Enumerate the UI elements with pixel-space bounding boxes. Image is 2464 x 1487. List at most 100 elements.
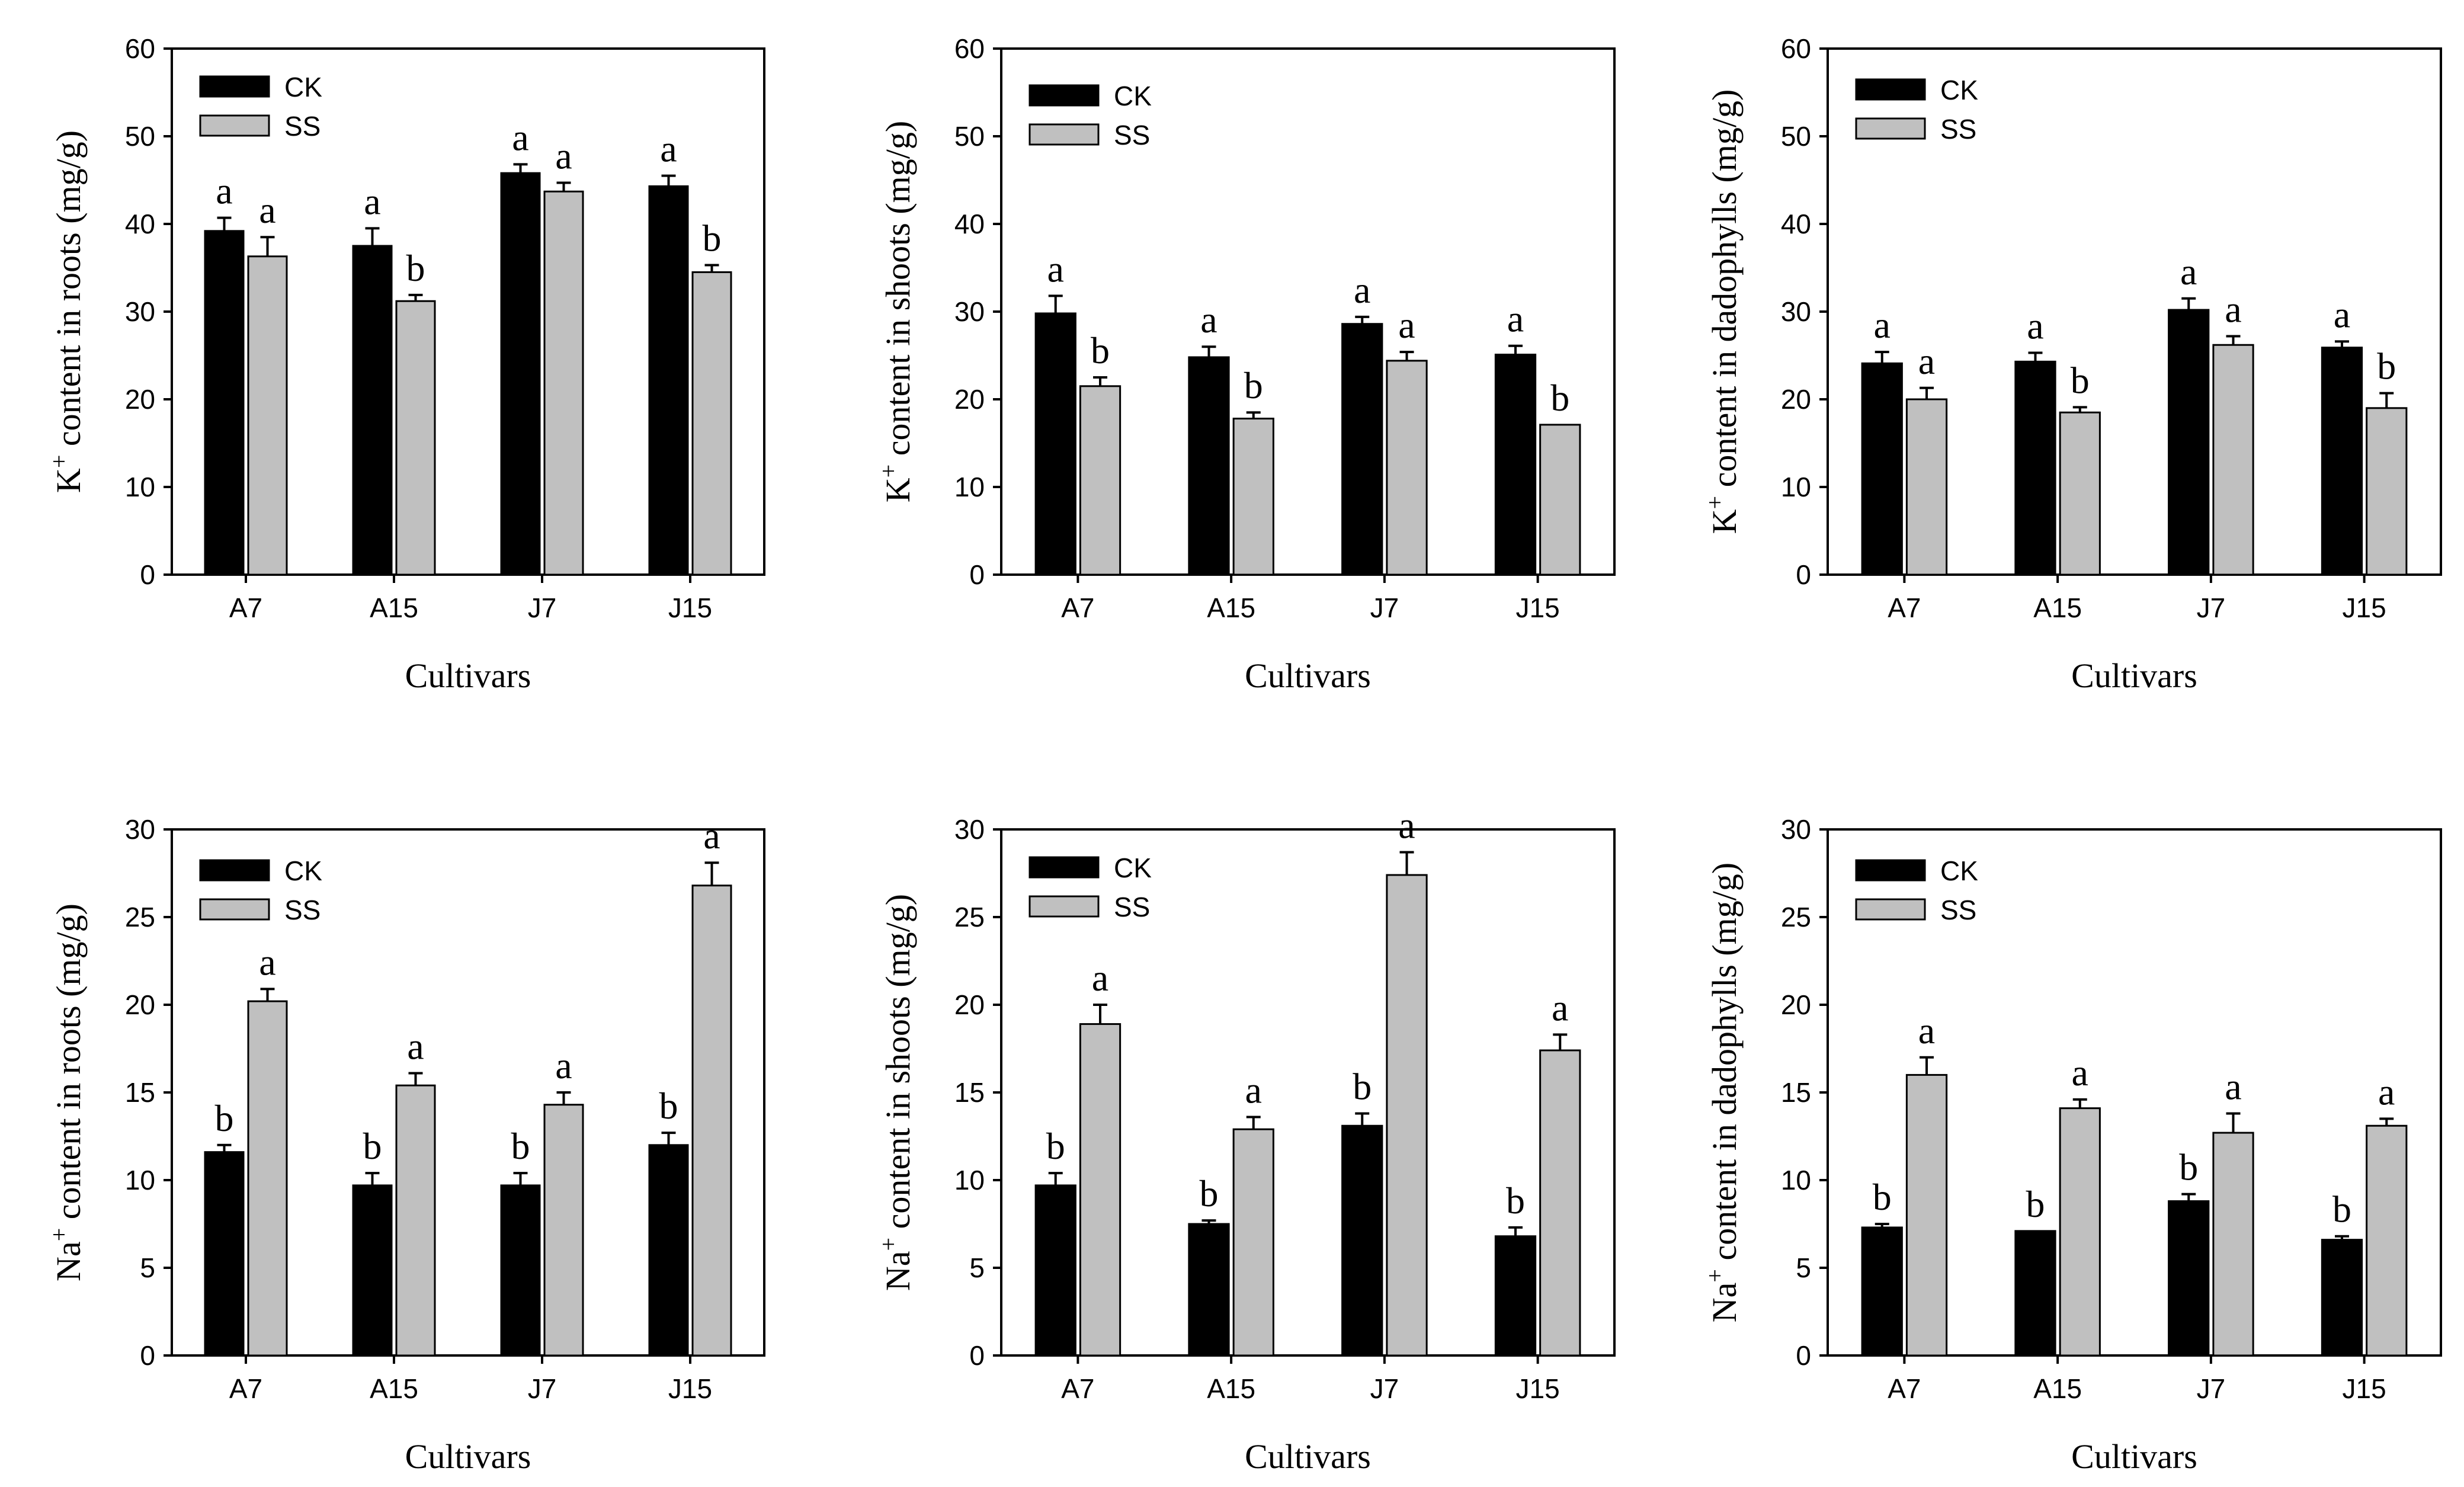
ck-bar bbox=[204, 1151, 245, 1357]
significance-letter: a bbox=[555, 1044, 572, 1087]
ss-bar bbox=[1905, 1073, 1948, 1357]
y-axis-title-rest: content in dadophylls (mg/g) bbox=[1705, 89, 1744, 496]
y-axis-title-ion: Na bbox=[1705, 1283, 1744, 1323]
x-tick-label: J7 bbox=[1370, 1373, 1399, 1404]
ss-bar bbox=[1232, 418, 1274, 576]
y-axis-title-charge: + bbox=[875, 1238, 902, 1251]
y-tick-label: 50 bbox=[125, 121, 155, 152]
legend-label-ss: SS bbox=[1940, 114, 1976, 145]
x-tick-label: A15 bbox=[1207, 1373, 1255, 1404]
ck-bar bbox=[2168, 1200, 2210, 1357]
significance-letter: a bbox=[2334, 293, 2350, 335]
y-tick-label: 20 bbox=[125, 989, 155, 1020]
ss-bar bbox=[247, 1000, 288, 1357]
y-tick-label: 20 bbox=[1781, 989, 1811, 1020]
significance-letter: b bbox=[2377, 345, 2396, 387]
y-tick-label: 10 bbox=[954, 472, 985, 502]
ck-bar bbox=[204, 230, 245, 576]
x-tick-label: J7 bbox=[2197, 1373, 2226, 1404]
significance-letter: b bbox=[1091, 329, 1110, 371]
x-tick-label: J15 bbox=[1516, 592, 1560, 623]
significance-letter: a bbox=[364, 180, 380, 222]
y-axis-title-ion: K bbox=[1705, 509, 1744, 534]
legend-swatch-ss bbox=[1855, 898, 1926, 921]
significance-letter: b bbox=[363, 1125, 382, 1167]
ss-bar bbox=[1232, 1128, 1274, 1357]
y-tick-label: 20 bbox=[125, 384, 155, 415]
significance-letter: b bbox=[1550, 377, 1569, 419]
x-tick-label: A7 bbox=[229, 592, 262, 623]
ck-bar bbox=[1861, 1226, 1903, 1357]
ck-bar bbox=[2014, 360, 2056, 576]
chart-panel-2: 0102030405060A7abA15abJ7aaJ15abCKSSCulti… bbox=[875, 33, 1616, 695]
ck-bar bbox=[500, 172, 541, 576]
significance-letter: a bbox=[1918, 340, 1935, 382]
ss-bar bbox=[691, 271, 732, 576]
significance-letter: a bbox=[2378, 1071, 2395, 1113]
x-tick-label: A7 bbox=[1061, 1373, 1094, 1404]
legend-label-ck: CK bbox=[284, 855, 322, 886]
y-tick-label: 30 bbox=[954, 296, 985, 327]
significance-letter: a bbox=[555, 134, 572, 177]
x-tick-label: A7 bbox=[1061, 592, 1094, 623]
ss-bar bbox=[2366, 407, 2408, 576]
x-axis-title: Cultivars bbox=[405, 656, 531, 695]
y-axis-title-ion: K bbox=[879, 477, 917, 502]
ss-bar bbox=[2212, 344, 2254, 576]
ss-bar bbox=[1905, 398, 1948, 576]
ck-bar bbox=[1034, 1184, 1076, 1357]
significance-letter: a bbox=[1047, 248, 1064, 290]
ss-bar bbox=[1386, 874, 1428, 1357]
significance-letter: b bbox=[1199, 1172, 1218, 1214]
significance-letter: a bbox=[1874, 304, 1891, 346]
significance-letter: b bbox=[1873, 1176, 1892, 1218]
legend-label-ss: SS bbox=[1114, 892, 1150, 922]
chart-panel-5: 0 5 10 15 20 25 30 A7 b a A15 b a J7 b a J15 b a CK SS Cultiv… bbox=[875, 804, 1616, 1476]
y-tick-label: 10 bbox=[1781, 1165, 1811, 1196]
significance-letter: b bbox=[511, 1125, 530, 1167]
y-tick-label: 60 bbox=[954, 33, 985, 64]
x-tick-label: J7 bbox=[2197, 592, 2226, 623]
y-tick-label: 0 bbox=[140, 1340, 155, 1371]
legend-swatch-ck bbox=[1028, 856, 1100, 879]
significance-letter: a bbox=[216, 170, 232, 212]
x-tick-label: A15 bbox=[370, 592, 418, 623]
x-axis-title: Cultivars bbox=[405, 1437, 531, 1476]
y-tick-label: 40 bbox=[1781, 209, 1811, 239]
ck-bar bbox=[2014, 1230, 2056, 1357]
y-tick-label: 30 bbox=[1781, 296, 1811, 327]
y-tick-label: 20 bbox=[954, 989, 985, 1020]
y-tick-label: 0 bbox=[1796, 559, 1811, 590]
ck-bar bbox=[1494, 1235, 1537, 1357]
significance-letter: b bbox=[2179, 1146, 2198, 1188]
significance-letter: b bbox=[2332, 1188, 2351, 1230]
legend-swatch-ck bbox=[1855, 78, 1926, 101]
significance-letter: a bbox=[660, 128, 677, 170]
ss-bar bbox=[2059, 411, 2101, 576]
legend-label-ss: SS bbox=[1114, 120, 1150, 150]
legend-swatch-ss bbox=[1028, 123, 1100, 146]
y-tick-label: 15 bbox=[954, 1077, 985, 1108]
x-tick-label: A15 bbox=[1207, 592, 1255, 623]
x-tick-label: J7 bbox=[528, 592, 557, 623]
ss-bar bbox=[2059, 1107, 2101, 1357]
y-axis-title: K+ content in dadophylls (mg/g) bbox=[1702, 89, 1744, 534]
y-tick-label: 10 bbox=[954, 1165, 985, 1196]
x-tick-label: A7 bbox=[1888, 592, 1921, 623]
ss-bar bbox=[2212, 1132, 2254, 1357]
significance-letter: a bbox=[512, 116, 528, 158]
ck-bar bbox=[500, 1184, 541, 1357]
y-axis-title-rest: content in dadophylls (mg/g) bbox=[1705, 863, 1744, 1269]
legend-swatch-ss bbox=[1028, 895, 1100, 918]
x-tick-label: J7 bbox=[1370, 592, 1399, 623]
y-tick-label: 15 bbox=[125, 1077, 155, 1108]
y-axis-title-rest: content in roots (mg/g) bbox=[49, 903, 88, 1228]
y-tick-label: 50 bbox=[1781, 121, 1811, 152]
y-tick-label: 5 bbox=[140, 1252, 155, 1283]
significance-letter: a bbox=[703, 815, 720, 857]
x-tick-label: J15 bbox=[668, 1373, 712, 1404]
significance-letter: a bbox=[2225, 1066, 2241, 1108]
legend-label-ck: CK bbox=[1114, 853, 1152, 883]
